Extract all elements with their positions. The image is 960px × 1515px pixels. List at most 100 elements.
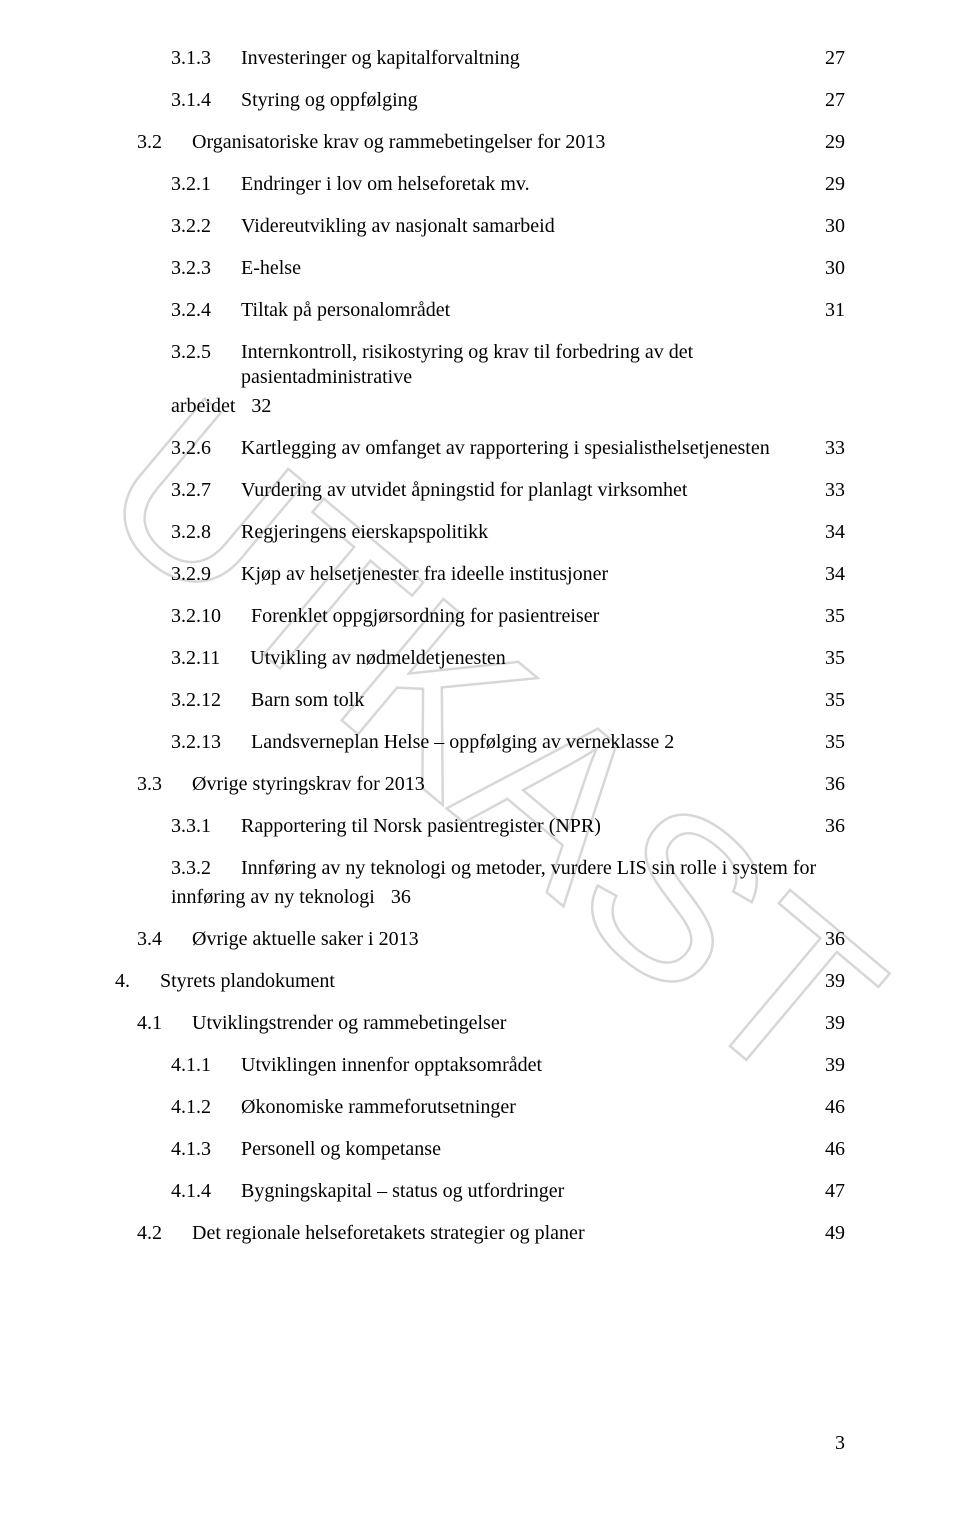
- toc-title: Bygningskapital – status og utfordringer: [241, 1179, 576, 1204]
- toc-page: 46: [825, 1137, 845, 1162]
- toc-title: Innføring av ny teknologi og metoder, vu…: [241, 856, 828, 881]
- toc-number: 3.2.12: [171, 688, 221, 713]
- toc-title: Investeringer og kapitalforvaltning: [241, 46, 532, 71]
- toc-entry: 3.2.5Internkontroll, risikostyring og kr…: [115, 340, 845, 390]
- toc-number: 4.1.2: [171, 1095, 211, 1120]
- toc-number: 4.: [115, 969, 130, 994]
- toc-number: 3.4: [137, 927, 162, 952]
- toc-title: Rapportering til Norsk pasientregister (…: [241, 814, 613, 839]
- toc-title: Landsverneplan Helse – oppfølging av ver…: [251, 730, 686, 755]
- toc-number: 3.3: [137, 772, 162, 797]
- toc-number: 4.1.3: [171, 1137, 211, 1162]
- toc-title: Styrets plandokument: [160, 969, 347, 994]
- toc-page: 35: [825, 730, 845, 755]
- toc-entry: 3.2.10 Forenklet oppgjørsordning for pasi…: [115, 604, 845, 629]
- toc-page: 33: [825, 436, 845, 461]
- toc-page: 32: [251, 394, 271, 419]
- toc-number: 3.2.9: [171, 562, 211, 587]
- toc-entry: 3.2.2 Videreutvikling av nasjonalt samarb…: [115, 214, 845, 239]
- page-number: 3: [835, 1432, 845, 1455]
- toc-page: 34: [825, 520, 845, 545]
- toc-entry: 3.2.7Vurdering av utvidet åpningstid for…: [115, 478, 845, 503]
- toc-title: Økonomiske rammeforutsetninger: [241, 1095, 528, 1120]
- toc-title: Personell og kompetanse: [241, 1137, 453, 1162]
- toc-title-cont: innføring av ny teknologi: [171, 885, 387, 910]
- toc-page: 36: [825, 927, 845, 952]
- toc-page: 27: [825, 46, 845, 71]
- toc-number: 3.2.8: [171, 520, 211, 545]
- toc-title: Det regionale helseforetakets strategier…: [192, 1221, 597, 1246]
- toc-number: 3.2: [137, 130, 162, 155]
- toc-entry: 3.2.3 E-helse 30: [115, 256, 845, 281]
- toc-number: 3.2.7: [171, 478, 211, 503]
- toc-entry: 4.1.1 Utviklingen innenfor opptaksområdet…: [115, 1053, 845, 1078]
- toc-page: 36: [825, 772, 845, 797]
- toc-page: 46: [825, 1095, 845, 1120]
- toc-page: 35: [825, 646, 845, 671]
- toc-page: 35: [825, 604, 845, 629]
- toc-title-cont: arbeidet: [171, 394, 247, 419]
- toc-entry: 4.1.3 Personell og kompetanse 46: [115, 1137, 845, 1162]
- document-page: UTKAST 3.1.3Investeringer og kapitalforv…: [0, 0, 960, 1515]
- toc-page: 34: [825, 562, 845, 587]
- toc-entry: 3.2.9 Kjøp av helsetjenester fra ideelle …: [115, 562, 845, 587]
- toc-entry-continuation: innføring av ny teknologi36: [115, 885, 845, 910]
- toc-title: Internkontroll, risikostyring og krav ti…: [241, 340, 845, 390]
- toc-entry: 4.1.4Bygningskapital – status og utfordr…: [115, 1179, 845, 1204]
- toc-title: Regjeringens eierskapspolitikk: [241, 520, 500, 545]
- toc-number: 3.2.11: [171, 646, 220, 671]
- toc-title: Organisatoriske krav og rammebetingelser…: [192, 130, 617, 155]
- toc-page: 35: [825, 688, 845, 713]
- toc-page: 29: [825, 172, 845, 197]
- toc-page: 39: [825, 1053, 845, 1078]
- toc-entry: 3.3.1Rapportering til Norsk pasientregis…: [115, 814, 845, 839]
- toc-number: 3.3.2: [171, 856, 211, 881]
- toc-page: 47: [825, 1179, 845, 1204]
- toc-title: Forenklet oppgjørsordning for pasientrei…: [251, 604, 611, 629]
- toc-page: 39: [825, 969, 845, 994]
- toc-title: Styring og oppfølging: [241, 88, 430, 113]
- toc-number: 3.2.1: [171, 172, 211, 197]
- toc-entry: 3.4 Øvrige aktuelle saker i 2013 36: [115, 927, 845, 952]
- toc-title: Utviklingen innenfor opptaksområdet: [241, 1053, 554, 1078]
- toc-entry: 3.2.4 Tiltak på personalområdet 31: [115, 298, 845, 323]
- table-of-contents: 3.1.3 Investeringer og kapitalforvaltning…: [115, 46, 845, 1246]
- toc-page: 36: [825, 814, 845, 839]
- toc-entry: 3.1.3 Investeringer og kapitalforvaltning…: [115, 46, 845, 71]
- toc-entry: 3.3 Øvrige styringskrav for 2013 36: [115, 772, 845, 797]
- toc-title: Videreutvikling av nasjonalt samarbeid: [241, 214, 567, 239]
- toc-page: 49: [825, 1221, 845, 1246]
- toc-number: 3.2.6: [171, 436, 211, 461]
- toc-entry: 4.2 Det regionale helseforetakets strateg…: [115, 1221, 845, 1246]
- toc-entry: 3.2 Organisatoriske krav og rammebetingel…: [115, 130, 845, 155]
- toc-entry: 3.1.4Styring og oppfølging27: [115, 88, 845, 113]
- toc-number: 3.2.4: [171, 298, 211, 323]
- toc-number: 3.1.3: [171, 46, 211, 71]
- toc-number: 3.2.10: [171, 604, 221, 629]
- toc-number: 3.2.2: [171, 214, 211, 239]
- toc-number: 3.2.13: [171, 730, 221, 755]
- toc-title: Øvrige styringskrav for 2013: [192, 772, 437, 797]
- toc-entry: 3.3.2 Innføring av ny teknologi og metode…: [115, 856, 845, 881]
- toc-entry: 3.2.6 Kartlegging av omfanget av rapporte…: [115, 436, 845, 461]
- toc-page: 30: [825, 256, 845, 281]
- toc-number: 4.2: [137, 1221, 162, 1246]
- toc-number: 4.1: [137, 1011, 162, 1036]
- toc-title: Endringer i lov om helseforetak mv.: [241, 172, 542, 197]
- toc-page: 39: [825, 1011, 845, 1036]
- toc-number: 3.1.4: [171, 88, 211, 113]
- toc-title: Kartlegging av omfanget av rapportering …: [241, 436, 782, 461]
- toc-title: Tiltak på personalområdet: [241, 298, 462, 323]
- toc-entry-continuation: arbeidet32: [115, 394, 845, 419]
- toc-entry: 4. Styrets plandokument 39: [115, 969, 845, 994]
- toc-title: E-helse: [241, 256, 313, 281]
- toc-title: Utvikling av nødmeldetjenesten: [250, 646, 518, 671]
- toc-page: 36: [391, 885, 411, 910]
- toc-number: 4.1.1: [171, 1053, 211, 1078]
- toc-entry: 4.1Utviklingstrender og rammebetingelser…: [115, 1011, 845, 1036]
- toc-page: 31: [825, 298, 845, 323]
- toc-title: Øvrige aktuelle saker i 2013: [192, 927, 431, 952]
- toc-title: Kjøp av helsetjenester fra ideelle insti…: [241, 562, 620, 587]
- toc-number: 3.2.3: [171, 256, 211, 281]
- toc-page: 29: [825, 130, 845, 155]
